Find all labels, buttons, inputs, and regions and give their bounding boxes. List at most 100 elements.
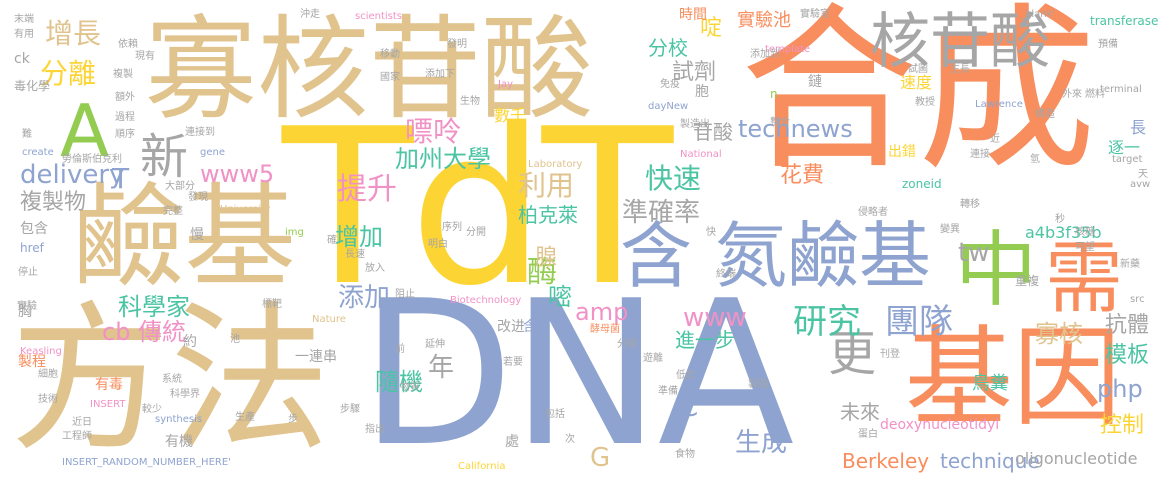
word: 增加: [335, 223, 383, 251]
word: delivery: [20, 160, 125, 190]
word: TdT: [282, 82, 673, 333]
word: 一連串: [295, 349, 337, 365]
word: 方法: [10, 286, 331, 473]
word: 順序: [115, 129, 135, 140]
word: 連接到: [185, 127, 215, 138]
word: 柏克萊: [518, 203, 578, 227]
word: php: [1097, 375, 1143, 403]
word: 分離: [40, 57, 97, 90]
word: 步驟: [340, 404, 360, 415]
word: Lawrence: [975, 99, 1023, 110]
word: 次: [565, 434, 575, 445]
word: 模板: [1105, 343, 1150, 368]
word: 含 氮鹼基: [620, 214, 931, 298]
word: C: [680, 393, 699, 423]
word: 勞倫斯伯克利: [62, 154, 122, 165]
word: 變異: [940, 224, 960, 235]
word: avw: [1130, 179, 1151, 190]
word: 準確率: [622, 198, 701, 228]
word: 系統: [162, 374, 182, 385]
word: img: [285, 227, 304, 238]
word: 合成: [740, 0, 1096, 194]
word: tw: [958, 238, 990, 268]
word: terminal: [1100, 84, 1142, 95]
word: 添加到: [750, 49, 780, 60]
word: 放入: [365, 263, 385, 274]
word: 轉移: [960, 199, 980, 210]
word: 隨機: [375, 368, 423, 396]
word: a4b3f35b: [1025, 223, 1102, 242]
word: 若要: [503, 357, 523, 368]
word: 停止: [18, 267, 38, 278]
word: 快: [706, 227, 716, 238]
word: 處: [505, 434, 519, 450]
word: 近: [990, 134, 1000, 145]
word: National: [680, 149, 722, 160]
word: 未來: [840, 400, 880, 424]
word: 過程: [115, 112, 135, 123]
word: 確: [327, 235, 337, 246]
word: cb 傳統: [102, 318, 187, 346]
word: dayNew: [648, 101, 689, 112]
word: 沖走: [300, 9, 320, 20]
word: 整合: [770, 117, 790, 128]
word: 花費: [780, 163, 825, 188]
word: T: [112, 162, 130, 195]
word: 標靶: [262, 299, 282, 310]
word: 苷酸: [693, 120, 733, 144]
word: 實驗: [17, 301, 37, 312]
word: 酵母菌: [590, 324, 620, 335]
word: 序列: [442, 222, 462, 233]
word: 年: [428, 353, 455, 383]
word: 可望: [1075, 242, 1095, 253]
word: 試劑: [672, 60, 717, 85]
word: Biotechnology: [450, 295, 522, 306]
word: 團隊: [885, 302, 953, 342]
word: 依賴: [118, 39, 138, 50]
word: 進一步: [675, 328, 735, 352]
word: 需: [1045, 234, 1124, 324]
word: A: [60, 89, 110, 173]
word: 阻止: [395, 289, 415, 300]
word: 研究: [793, 302, 861, 342]
word: Laboratory: [528, 159, 583, 170]
word: 池: [230, 334, 240, 345]
word: 發明: [447, 39, 467, 50]
word: 遊離: [643, 353, 663, 364]
word: 添加下: [425, 69, 455, 80]
word: University: [220, 204, 271, 215]
word: 更: [828, 326, 877, 382]
word: 分校: [648, 36, 688, 60]
word: href: [20, 241, 44, 255]
word: 科學家: [118, 293, 190, 321]
word: 難: [22, 129, 32, 140]
word: 外來: [1062, 89, 1082, 100]
word: G: [590, 443, 611, 473]
word: 新藥: [1120, 259, 1140, 270]
word: 準備: [658, 386, 678, 397]
word: DNA: [360, 258, 794, 482]
word: deoxynucleotidyl: [880, 417, 1000, 433]
word: 長速: [345, 249, 365, 260]
word: INSERT_RANDOM_NUMBER_HERE': [62, 457, 231, 468]
word: oligonucleotide: [1015, 449, 1138, 468]
word: 技術: [38, 394, 58, 405]
word: 試圖: [908, 64, 928, 75]
word: 時間: [679, 7, 707, 23]
word: 包含: [20, 221, 48, 237]
word: _blank': [1020, 9, 1056, 20]
word: 食物: [675, 449, 695, 460]
word: 燃料: [1085, 89, 1105, 100]
word: 寡核: [1035, 320, 1083, 348]
word: synthesis: [155, 414, 203, 425]
word: 工程師: [62, 431, 92, 442]
word: 實驗室: [800, 9, 830, 20]
word: 鹼基: [72, 173, 296, 303]
word: 製程: [18, 354, 46, 370]
word: 慢: [190, 227, 204, 243]
word: 啶: [700, 16, 723, 41]
word: 添加: [338, 283, 391, 313]
word: 胞: [695, 84, 709, 100]
word: 移動: [380, 49, 400, 60]
